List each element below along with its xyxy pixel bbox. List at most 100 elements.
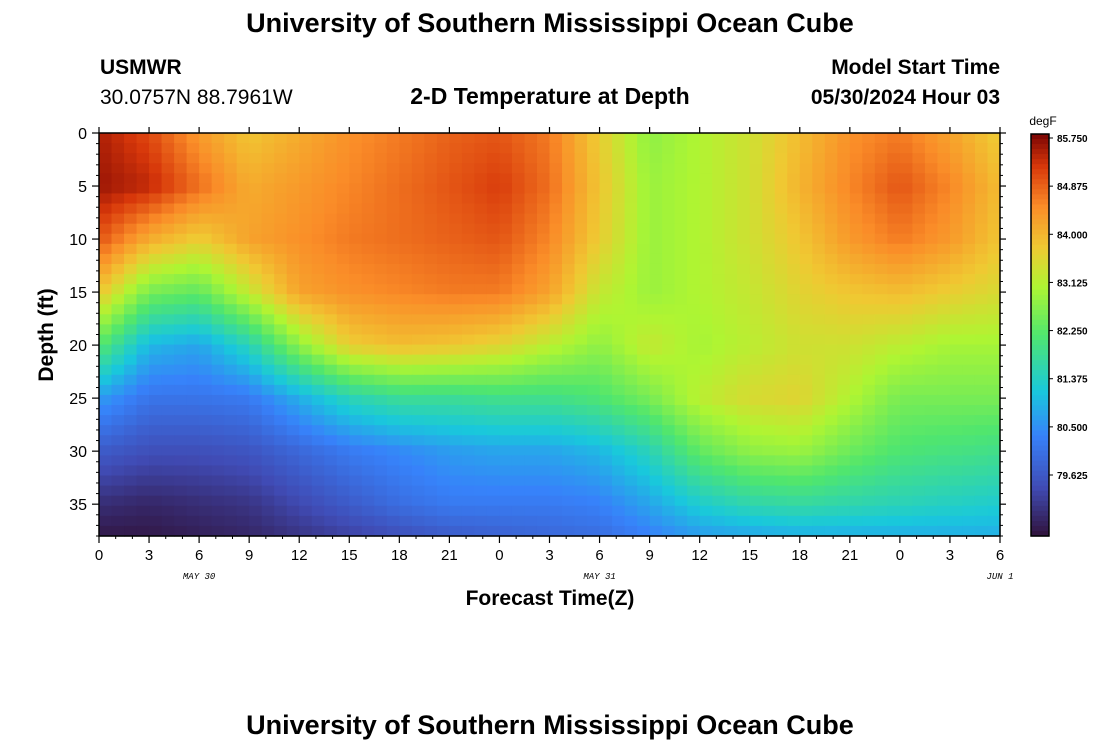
heatmap-cell xyxy=(449,495,463,507)
heatmap-cell xyxy=(837,394,851,406)
heatmap-cell xyxy=(286,284,300,295)
heatmap-cell xyxy=(211,384,225,396)
heatmap-cell xyxy=(449,233,463,245)
colorbar-tick-label: 80.500 xyxy=(1057,423,1088,434)
heatmap-cell xyxy=(549,143,563,154)
heatmap-cell xyxy=(474,354,488,366)
heatmap-cell xyxy=(461,213,476,225)
heatmap-cell xyxy=(899,213,913,225)
heatmap-cell xyxy=(687,394,701,406)
heatmap-cell xyxy=(987,223,1001,235)
heatmap-cell xyxy=(261,223,275,235)
heatmap-cell xyxy=(549,173,563,184)
heatmap-cell xyxy=(111,133,125,144)
heatmap-cell xyxy=(562,435,576,446)
heatmap-cell xyxy=(562,203,576,215)
heatmap-cell xyxy=(299,495,313,507)
heatmap-cell xyxy=(724,173,738,184)
heatmap-cell xyxy=(637,233,651,245)
heatmap-cell xyxy=(461,364,476,376)
heatmap-cell xyxy=(199,515,213,527)
heatmap-cell xyxy=(136,445,150,456)
heatmap-cell xyxy=(349,394,363,406)
heatmap-cell xyxy=(224,314,238,326)
heatmap-cell xyxy=(987,384,1001,396)
heatmap-cell xyxy=(599,445,613,456)
heatmap-cell xyxy=(374,394,388,406)
heatmap-cell xyxy=(399,425,413,436)
heatmap-cell xyxy=(311,173,325,184)
heatmap-cell xyxy=(511,153,526,164)
heatmap-cell xyxy=(637,193,651,205)
heatmap-cell xyxy=(249,455,263,467)
x-tick-label: 0 xyxy=(896,547,904,564)
heatmap-cell xyxy=(674,485,688,497)
heatmap-cell xyxy=(987,304,1001,315)
heatmap-cell xyxy=(511,133,526,144)
heatmap-cell xyxy=(99,193,113,205)
heatmap-cell xyxy=(862,515,876,527)
heatmap-cell xyxy=(949,233,964,245)
heatmap-cell xyxy=(449,485,463,497)
heatmap-cell xyxy=(511,515,526,527)
heatmap-cell xyxy=(874,143,888,154)
heatmap-cell xyxy=(599,505,613,517)
heatmap-cell xyxy=(424,324,438,336)
heatmap-cell xyxy=(687,223,701,235)
colorbar-segment xyxy=(1031,244,1049,251)
heatmap-cell xyxy=(712,263,726,275)
heatmap-cell xyxy=(937,394,951,406)
heatmap-cell xyxy=(912,445,926,456)
heatmap-cell xyxy=(974,314,989,326)
heatmap-cell xyxy=(249,465,263,477)
heatmap-cell xyxy=(186,525,200,537)
heatmap-cell xyxy=(149,364,163,376)
heatmap-cell xyxy=(599,485,613,497)
heatmap-cell xyxy=(136,465,150,477)
heatmap-cell xyxy=(787,203,801,215)
heatmap-cell xyxy=(336,314,350,326)
heatmap-cell xyxy=(962,405,976,416)
heatmap-cell xyxy=(549,133,563,144)
heatmap-cell xyxy=(949,405,964,416)
heatmap-cell xyxy=(536,465,551,477)
heatmap-cell xyxy=(824,263,838,275)
heatmap-cell xyxy=(449,173,463,184)
heatmap-cell xyxy=(299,374,313,386)
heatmap-cell xyxy=(749,415,763,426)
heatmap-cell xyxy=(949,415,964,426)
heatmap-cell xyxy=(386,143,400,154)
heatmap-cell xyxy=(386,384,400,396)
heatmap-cell xyxy=(774,455,788,467)
heatmap-cell xyxy=(486,405,501,416)
colorbar-segment xyxy=(1031,460,1049,467)
heatmap-cell xyxy=(449,374,463,386)
heatmap-cell xyxy=(887,495,901,507)
heatmap-cell xyxy=(186,364,200,376)
heatmap-cell xyxy=(887,193,901,205)
heatmap-cell xyxy=(436,223,450,235)
heatmap-cell xyxy=(424,133,438,144)
heatmap-cell xyxy=(674,334,688,346)
y-tick-label: 25 xyxy=(69,391,87,408)
heatmap-cell xyxy=(411,213,425,225)
heatmap-cell xyxy=(261,163,275,174)
heatmap-cell xyxy=(762,525,776,537)
heatmap-cell xyxy=(837,364,851,376)
heatmap-cell xyxy=(486,263,501,275)
heatmap-cell xyxy=(774,294,788,305)
heatmap-cell xyxy=(812,143,826,154)
heatmap-cell xyxy=(824,515,838,527)
heatmap-cell xyxy=(111,485,125,497)
heatmap-cell xyxy=(549,515,563,527)
heatmap-cell xyxy=(749,374,763,386)
heatmap-cell xyxy=(574,314,588,326)
heatmap-cell xyxy=(224,334,238,346)
heatmap-cell xyxy=(962,525,976,537)
heatmap-cell xyxy=(174,203,188,215)
heatmap-cell xyxy=(461,253,476,265)
heatmap-cell xyxy=(587,364,601,376)
heatmap-cell xyxy=(987,354,1001,366)
heatmap-cell xyxy=(524,435,538,446)
heatmap-cell xyxy=(286,163,300,174)
